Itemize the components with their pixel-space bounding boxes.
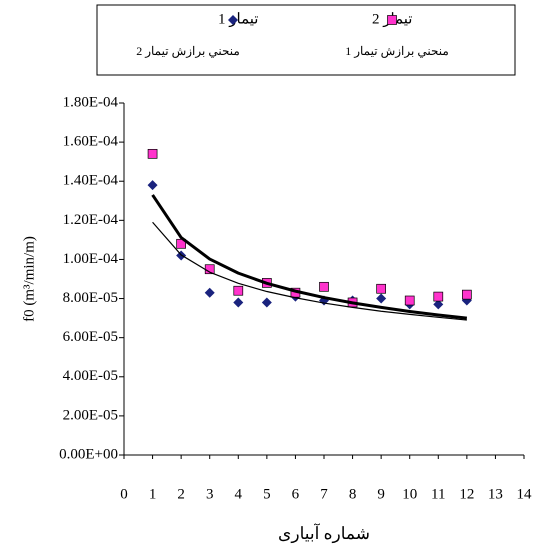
y-tick-label: 1.00E-04: [63, 251, 119, 267]
diamond-marker: [376, 293, 387, 304]
square-marker: [462, 289, 472, 300]
y-tick-label: 0.00E+00: [59, 446, 118, 462]
diamond-marker: [147, 180, 158, 191]
x-tick-label: 5: [263, 486, 271, 502]
diamond-marker: [261, 297, 272, 308]
square-marker: [404, 295, 415, 306]
x-axis-title: شماره آبیاری: [278, 522, 370, 544]
diamond-marker: [433, 299, 444, 310]
legend-marker: [228, 15, 238, 25]
x-tick-label: 9: [377, 486, 385, 502]
diamond-marker: [204, 287, 215, 298]
square-marker: [147, 148, 158, 159]
y-tick-label: 6.00E-05: [63, 329, 118, 345]
x-tick-label: 11: [431, 486, 445, 502]
y-tick-label: 1.20E-04: [63, 212, 119, 228]
legend-label: تيمار 1: [218, 11, 258, 27]
y-tick-label: 2.00E-05: [63, 407, 118, 423]
x-tick-label: 6: [292, 486, 300, 502]
x-tick-label: 3: [206, 486, 214, 502]
legend-marker: [387, 15, 397, 25]
square-marker: [319, 281, 329, 292]
y-tick-label: 1.80E-04: [63, 94, 119, 110]
fit-curve: [151, 194, 468, 320]
y-tick-label: 8.00E-05: [63, 290, 118, 306]
x-tick-label: 12: [459, 486, 474, 502]
x-tick-label: 14: [517, 486, 533, 502]
x-tick-label: 8: [349, 486, 357, 502]
x-tick-label: 0: [120, 486, 128, 502]
fit-curve: [152, 221, 467, 321]
diamond-marker: [233, 297, 244, 308]
legend-box: [96, 4, 516, 76]
y-tick-label: 4.00E-05: [63, 368, 118, 384]
legend-label: منحني برازش تيمار 1: [345, 44, 449, 58]
x-tick-label: 13: [488, 486, 503, 502]
x-tick-label: 2: [177, 486, 185, 502]
square-marker: [433, 291, 444, 302]
y-axis-title: f0 (m³/min/m): [21, 236, 37, 322]
y-tick-label: 1.40E-04: [63, 173, 119, 189]
y-tick-label: 1.60E-04: [63, 134, 119, 150]
x-tick-label: 10: [402, 486, 417, 502]
x-tick-label: 1: [149, 486, 157, 502]
x-tick-label: 4: [235, 486, 243, 502]
square-marker: [376, 283, 386, 294]
x-tick-label: 7: [320, 486, 328, 502]
legend-label: منحني برازش تيمار 2: [136, 44, 240, 58]
square-marker: [233, 285, 244, 296]
